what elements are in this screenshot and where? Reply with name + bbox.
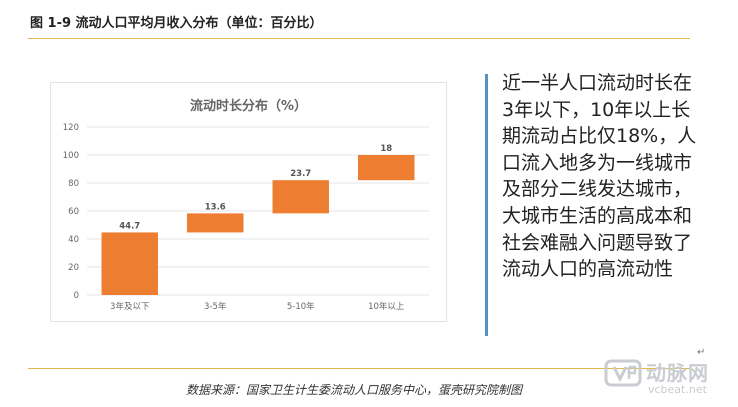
x-tick-label: 3年及以下	[110, 301, 150, 312]
x-tick-label: 10年以上	[368, 301, 405, 312]
y-tick-label: 80	[68, 179, 79, 189]
waterfall-chart: 0 20 40 60 80 100 120 44.7 3年及以下 13.6 3-5年 23.7 5-10…	[63, 123, 429, 312]
chart-container: 流动时长分布（%） 0 20 40 60 80 100 120 44.7 3年及以下 13.6 3-…	[50, 82, 447, 322]
bar	[272, 180, 329, 214]
data-label: 18	[380, 144, 392, 154]
return-mark: ↵	[697, 347, 706, 358]
y-tick-label: 20	[68, 263, 79, 273]
page-title: 图 1-9 流动人口平均月收入分布（单位：百分比）	[30, 16, 323, 31]
chart-title: 流动时长分布（%）	[189, 99, 308, 114]
watermark-name: 动脉网	[646, 361, 709, 385]
y-tick-label: 0	[74, 291, 79, 301]
y-tick-label: 60	[68, 207, 79, 217]
bar	[187, 213, 244, 233]
data-label: 23.7	[290, 169, 311, 179]
source-note: 数据来源：国家卫生计生委流动人口服务中心，蛋壳研究院制图	[186, 383, 523, 397]
side-accent-line	[485, 74, 488, 336]
data-label: 44.7	[119, 221, 140, 231]
side-summary-text: 近一半人口流动时长在3年以下，10年以上长期流动占比仅18%，人口流入地多为一线…	[502, 72, 697, 281]
y-tick-label: 40	[68, 235, 79, 245]
bar	[358, 155, 415, 181]
x-tick-label: 3-5年	[204, 301, 227, 312]
y-tick-label: 120	[63, 123, 79, 133]
bar	[101, 232, 158, 295]
data-label: 13.6	[205, 202, 226, 212]
watermark-logo-icon	[604, 359, 642, 387]
y-tick-label: 100	[63, 151, 79, 161]
top-divider	[28, 38, 690, 39]
watermark-url: vcbeat.net	[648, 383, 707, 396]
bottom-divider	[28, 368, 690, 369]
x-tick-label: 5-10年	[287, 301, 315, 312]
